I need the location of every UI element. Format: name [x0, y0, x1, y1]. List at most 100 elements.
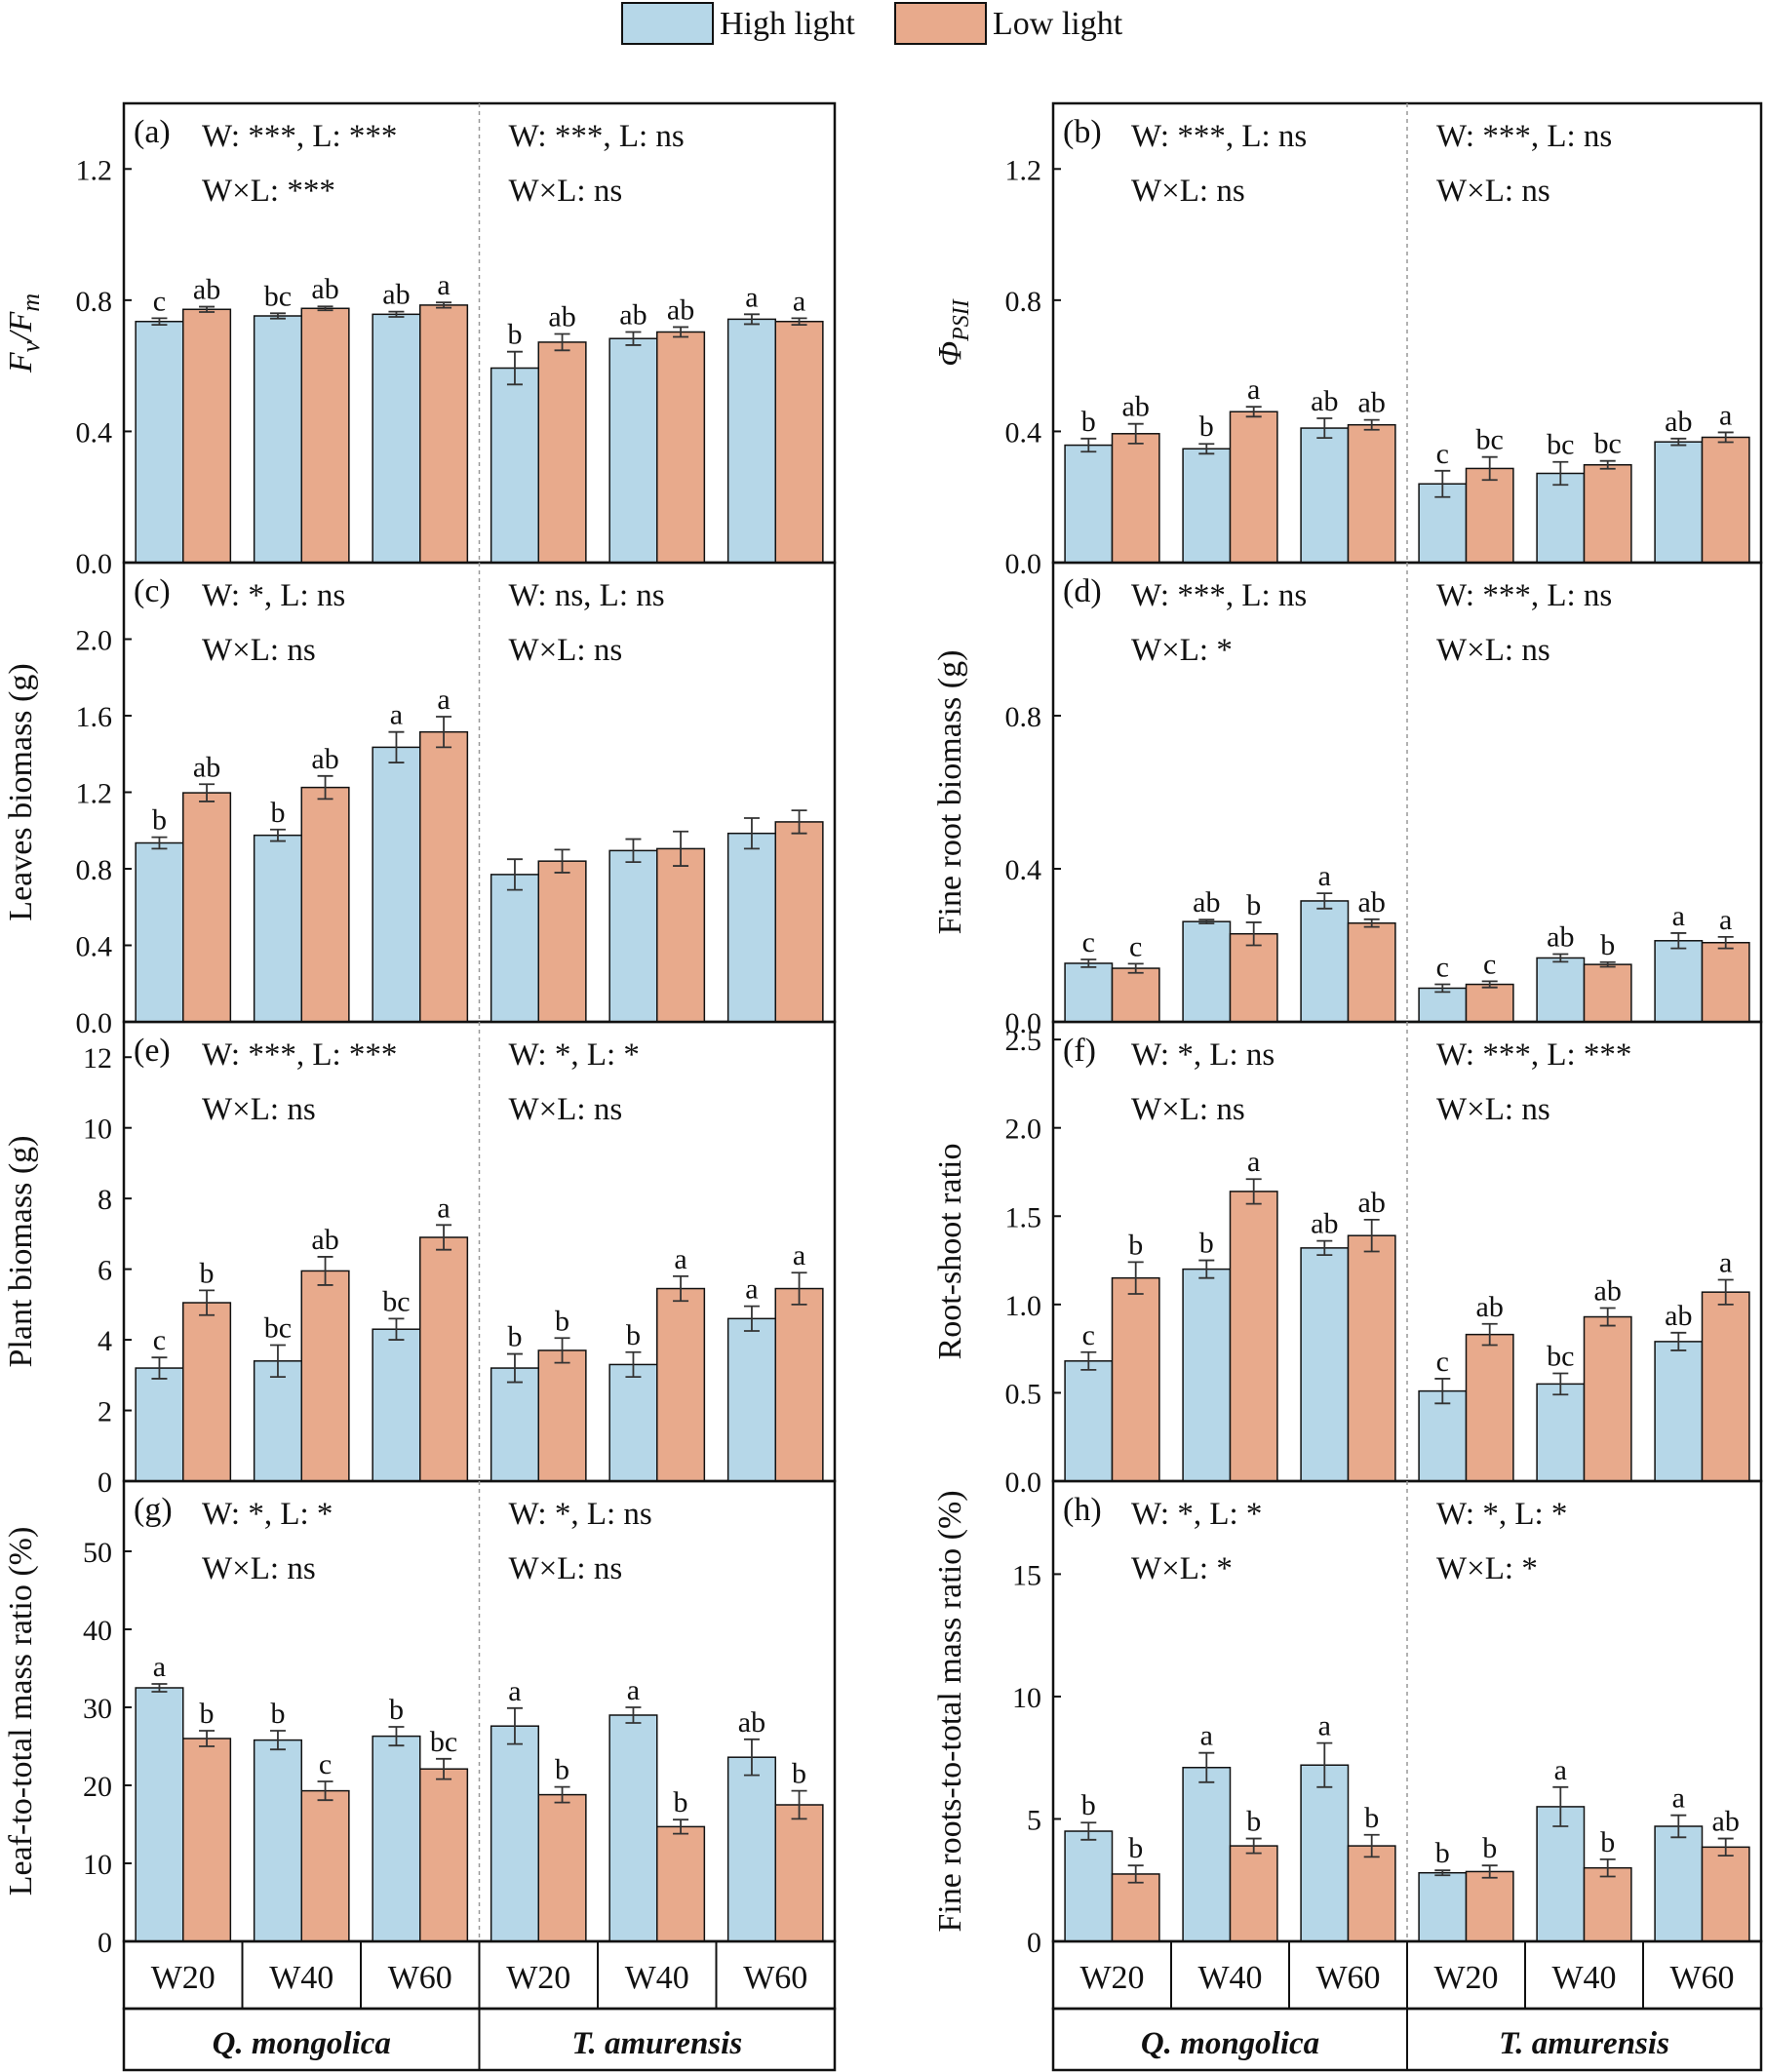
sig-letter-e-1-0: b — [200, 1257, 215, 1289]
ytick-label-h-2: 10 — [1012, 1682, 1041, 1714]
ytick-label-h-3: 15 — [1012, 1559, 1041, 1591]
bar-a-1-2 — [419, 304, 469, 564]
bar-d-1-5 — [1701, 942, 1750, 1023]
sig-letter-c-1-0: ab — [193, 751, 220, 783]
sig-letter-e-0-5: a — [745, 1273, 758, 1306]
bar-g-1-2 — [419, 1768, 469, 1942]
sig-letter-d-0-5: a — [1672, 900, 1685, 932]
sig-letter-b-0-5: ab — [1665, 406, 1692, 438]
bar-a-0-0 — [135, 320, 184, 564]
ytick-label-c-5: 2.0 — [76, 625, 113, 657]
bar-g-1-3 — [537, 1793, 587, 1942]
ytick-label-a-3: 1.2 — [76, 154, 113, 186]
bar-f-1-5 — [1701, 1291, 1750, 1482]
bar-d-0-5 — [1654, 940, 1704, 1023]
category-label-0-5: W60 — [743, 1960, 807, 1996]
stats-g-0-1: W×L: ns — [202, 1551, 316, 1586]
panel-label-f: (f) — [1063, 1033, 1096, 1069]
ytick-label-e-3: 6 — [98, 1255, 112, 1287]
ylabel-h: Fine roots-to-total mass ratio (%) — [932, 1490, 968, 1932]
ytick-label-f-4: 2.0 — [1005, 1114, 1042, 1146]
ytick-label-f-5: 2.5 — [1005, 1025, 1042, 1057]
ytick-label-e-5: 10 — [83, 1114, 112, 1146]
bar-d-0-1 — [1182, 920, 1232, 1023]
ytick-label-d-0: 0.0 — [1005, 1007, 1042, 1039]
sig-letter-d-1-5: a — [1719, 904, 1732, 936]
bar-e-0-2 — [372, 1328, 421, 1482]
stats-f-1-1: W×L: ns — [1436, 1092, 1550, 1127]
stats-e-0-1: W×L: ns — [202, 1092, 316, 1127]
sig-letter-d-1-0: c — [1129, 930, 1142, 962]
sig-letter-b-1-1: a — [1247, 373, 1260, 406]
category-label-0-4: W40 — [625, 1960, 689, 1996]
bar-g-0-3 — [490, 1725, 539, 1942]
sig-letter-b-1-5: a — [1719, 399, 1732, 431]
stats-b-1-1: W×L: ns — [1436, 174, 1550, 209]
sig-letter-g-0-3: a — [508, 1675, 521, 1707]
ytick-label-a-0: 0.0 — [76, 548, 113, 580]
stats-f-0-1: W×L: ns — [1131, 1092, 1245, 1127]
stats-c-1-1: W×L: ns — [509, 633, 623, 668]
sig-letter-f-1-5: a — [1719, 1246, 1732, 1278]
bar-g-1-0 — [182, 1738, 232, 1942]
bar-f-0-0 — [1064, 1360, 1114, 1482]
bar-f-1-0 — [1111, 1276, 1160, 1482]
sig-letter-e-0-3: b — [507, 1321, 522, 1353]
panel-label-h: (h) — [1063, 1492, 1102, 1528]
bar-c-1-2 — [419, 730, 469, 1023]
category-label-0-2: W60 — [388, 1960, 452, 1996]
bar-c-1-3 — [537, 860, 587, 1023]
ytick-label-c-1: 0.4 — [76, 931, 113, 963]
sig-letter-f-0-2: ab — [1311, 1208, 1338, 1240]
stats-f-1-0: W: ***, L: *** — [1436, 1037, 1631, 1073]
stats-e-1-0: W: *, L: * — [509, 1037, 640, 1073]
bar-f-0-3 — [1418, 1389, 1468, 1482]
category-label-1-2: W60 — [1315, 1960, 1380, 1996]
sig-letter-c-0-0: b — [152, 804, 167, 837]
ytick-label-c-2: 0.8 — [76, 854, 113, 886]
sig-letter-g-1-3: b — [555, 1754, 569, 1786]
bar-c-0-4 — [608, 849, 658, 1023]
sig-letter-f-1-1: a — [1247, 1146, 1260, 1178]
legend-swatch-low — [894, 2, 987, 45]
bar-c-1-4 — [656, 847, 706, 1023]
bar-e-1-4 — [656, 1287, 706, 1482]
sig-letter-a-1-3: ab — [548, 301, 575, 333]
ytick-label-g-1: 10 — [83, 1849, 112, 1881]
legend-svg: High light Low light — [621, 2, 1123, 45]
bar-b-1-0 — [1111, 433, 1160, 564]
bar-g-0-1 — [253, 1739, 302, 1942]
ylabel-f: Root-shoot ratio — [932, 1144, 968, 1360]
ytick-label-a-2: 0.8 — [76, 286, 113, 318]
panel-label-a: (a) — [134, 114, 171, 150]
ytick-label-g-0: 0 — [98, 1927, 112, 1959]
ylabel-d: Fine root biomass (g) — [932, 650, 968, 935]
sig-letter-e-0-1: bc — [264, 1312, 292, 1345]
ytick-label-e-0: 0 — [98, 1466, 112, 1499]
category-label-1-4: W40 — [1551, 1960, 1616, 1996]
ytick-label-e-6: 12 — [83, 1042, 112, 1075]
sig-letter-b-1-3: bc — [1476, 424, 1504, 456]
legend-label-low: Low light — [993, 6, 1123, 42]
sig-letter-b-0-1: b — [1199, 410, 1214, 443]
sig-letter-g-0-2: b — [389, 1694, 404, 1726]
species-label-0-1: T. amurensis — [571, 2026, 742, 2061]
ytick-label-a-1: 0.4 — [76, 416, 113, 449]
sig-letter-g-0-0: a — [153, 1651, 166, 1683]
sig-letter-e-0-0: c — [153, 1324, 166, 1356]
bar-b-0-1 — [1182, 448, 1232, 564]
stats-h-0-0: W: *, L: * — [1131, 1497, 1262, 1532]
bar-f-0-2 — [1300, 1247, 1350, 1482]
bar-f-0-1 — [1182, 1268, 1232, 1482]
panel-label-g: (g) — [134, 1492, 173, 1528]
category-label-0-1: W40 — [269, 1960, 333, 1996]
ytick-label-g-2: 20 — [83, 1771, 112, 1803]
bar-f-0-5 — [1654, 1341, 1704, 1482]
sig-letter-g-0-5: ab — [738, 1706, 765, 1739]
sig-letter-a-0-1: bc — [264, 280, 292, 312]
bar-a-0-2 — [372, 313, 421, 564]
bar-g-0-2 — [372, 1735, 421, 1942]
ytick-label-h-1: 5 — [1027, 1804, 1041, 1836]
legend-swatch-high — [621, 2, 714, 45]
category-label-1-1: W40 — [1197, 1960, 1262, 1996]
